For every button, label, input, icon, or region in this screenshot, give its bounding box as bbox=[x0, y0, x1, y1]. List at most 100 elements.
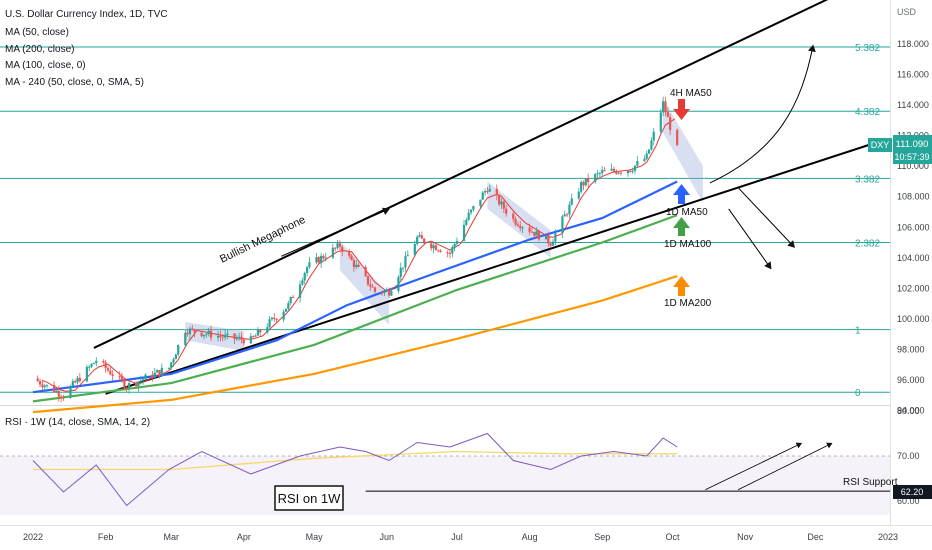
candle-body bbox=[483, 191, 487, 193]
candle-body bbox=[45, 384, 49, 386]
candle-body bbox=[594, 174, 597, 182]
candle-body bbox=[123, 380, 126, 389]
candle-body bbox=[74, 381, 77, 383]
candle-body bbox=[512, 213, 515, 219]
candle-body bbox=[233, 333, 236, 339]
candle-body bbox=[565, 214, 569, 216]
time-tick-label: May bbox=[306, 532, 324, 542]
candle-body bbox=[626, 170, 630, 174]
candle-body bbox=[334, 247, 337, 249]
megaphone-upper-line bbox=[93, 0, 829, 349]
candle-body bbox=[92, 363, 96, 365]
candle-body bbox=[554, 233, 557, 242]
rsi-axis[interactable]: 80.00 70.00 60.00 bbox=[897, 406, 920, 506]
candle-body bbox=[399, 267, 402, 278]
candle-body bbox=[341, 246, 344, 252]
candle-body bbox=[619, 172, 623, 174]
price-badge bbox=[893, 135, 932, 164]
indicator-ma100[interactable]: MA (100, close, 0) bbox=[5, 60, 86, 71]
candle-body bbox=[275, 319, 278, 321]
price-axis[interactable]: 118.000116.000114.000112.000110.000108.0… bbox=[897, 39, 930, 416]
candle-body bbox=[516, 224, 519, 226]
candle-body bbox=[139, 380, 142, 382]
candle-body bbox=[240, 336, 243, 340]
candle-body bbox=[570, 198, 573, 205]
candle-body bbox=[273, 317, 276, 320]
correction-channel bbox=[663, 98, 703, 203]
candle-body bbox=[352, 259, 356, 267]
indicator-ma200[interactable]: MA (200, close) bbox=[5, 44, 74, 55]
rsi-title[interactable]: RSI · 1W (14, close, SMA, 14, 2) bbox=[5, 417, 150, 428]
candle-body bbox=[284, 308, 288, 312]
candle-body bbox=[221, 336, 224, 338]
price-tick-label: 108.000 bbox=[897, 192, 930, 202]
candle-body bbox=[36, 378, 39, 382]
candle-body bbox=[69, 386, 72, 398]
megaphone-lines bbox=[93, 0, 879, 395]
candle-body bbox=[338, 243, 341, 247]
candle-body bbox=[369, 284, 372, 287]
candle-body bbox=[249, 336, 252, 344]
indicator-ma50[interactable]: MA (50, close) bbox=[5, 27, 69, 38]
time-tick-label: Oct bbox=[665, 532, 680, 542]
candle-body bbox=[158, 370, 161, 376]
candle-body bbox=[144, 374, 147, 380]
candle-body bbox=[256, 329, 259, 336]
candle-body bbox=[289, 297, 292, 304]
candle-body bbox=[78, 377, 81, 382]
candle-body bbox=[446, 252, 449, 254]
price-tick-label: 110.000 bbox=[897, 161, 929, 171]
candle-body bbox=[252, 336, 255, 338]
candle-body bbox=[156, 370, 159, 373]
rsi-tick-label: 80.00 bbox=[897, 406, 920, 416]
candle-body bbox=[202, 334, 206, 337]
candle-body bbox=[664, 101, 667, 113]
candle-body bbox=[650, 140, 653, 150]
candle-body bbox=[174, 354, 177, 360]
ma50-4h-label: 4H MA50 bbox=[670, 88, 712, 99]
megaphone-direction-arrow bbox=[281, 207, 390, 257]
candle-body bbox=[465, 219, 468, 225]
rsi-value-badge bbox=[893, 485, 932, 499]
ma200-1d-label: 1D MA200 bbox=[664, 298, 712, 309]
candle-body bbox=[268, 319, 271, 328]
correction-channel bbox=[185, 321, 244, 351]
candle-body bbox=[598, 173, 601, 175]
candle-body bbox=[134, 383, 138, 387]
candle-body bbox=[118, 376, 121, 378]
candle-body bbox=[216, 335, 220, 338]
candle-body bbox=[167, 367, 170, 369]
bearish-projection-arrow bbox=[728, 208, 772, 270]
indicator-ma240[interactable]: MA - 240 (50, close, 0, SMA, 5) bbox=[5, 77, 144, 88]
candle-body bbox=[652, 131, 655, 141]
candle-body bbox=[287, 303, 290, 309]
candle-body bbox=[601, 170, 604, 174]
candle-body bbox=[596, 173, 599, 175]
candle-body bbox=[371, 286, 374, 288]
candle-body bbox=[60, 396, 63, 398]
rsi-projection-arrow bbox=[705, 442, 803, 491]
candle-body bbox=[41, 384, 44, 388]
candle-body bbox=[455, 240, 459, 244]
candle-body bbox=[610, 168, 613, 171]
candle-body bbox=[549, 243, 552, 246]
candle-body bbox=[472, 206, 475, 210]
price-tick-label: 94.000 bbox=[897, 406, 925, 416]
rsi-tick-label: 70.00 bbox=[897, 451, 920, 461]
price-pane[interactable] bbox=[0, 0, 890, 405]
candle-body bbox=[439, 250, 442, 253]
candle-body bbox=[235, 338, 238, 340]
candle-body bbox=[502, 201, 505, 209]
candle-body bbox=[645, 153, 648, 159]
price-badge-value: 111.090 bbox=[896, 139, 929, 150]
candle-body bbox=[291, 297, 295, 299]
candle-body bbox=[270, 317, 274, 320]
candle-body bbox=[137, 381, 140, 387]
candle-body bbox=[563, 214, 566, 217]
candle-body bbox=[390, 291, 393, 296]
candle-body bbox=[88, 366, 91, 368]
time-axis[interactable]: 2022 Feb Mar Apr May Jun Jul Aug Sep Oct Nov Dec 202… bbox=[23, 532, 898, 542]
candle-body bbox=[481, 192, 484, 200]
candle-body bbox=[434, 245, 438, 251]
